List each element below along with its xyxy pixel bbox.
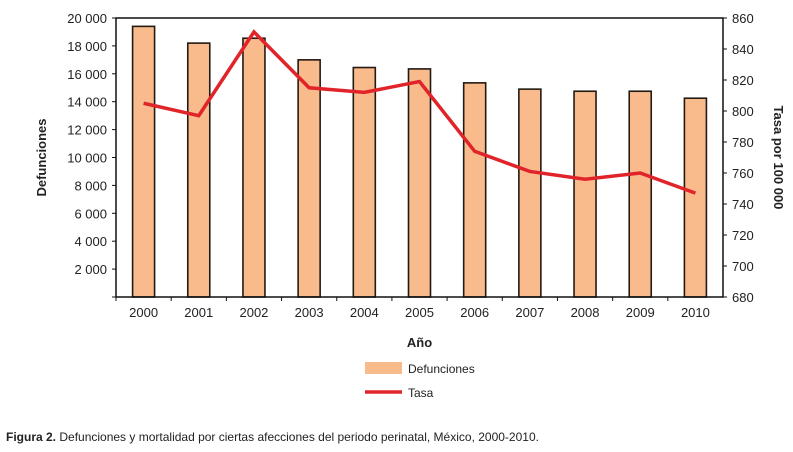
right-tick-label: 820 bbox=[732, 73, 754, 88]
bar-2008 bbox=[573, 90, 597, 298]
bar-2001 bbox=[186, 42, 211, 298]
legend-label-tasa: Tasa bbox=[408, 386, 434, 400]
right-tick-label: 860 bbox=[732, 11, 754, 26]
left-axis-title: Defunciones bbox=[34, 118, 49, 196]
figure-caption: Figura 2. Defunciones y mortalidad por c… bbox=[6, 430, 539, 444]
bar-2000 bbox=[131, 25, 156, 298]
x-tick-label: 2003 bbox=[295, 305, 324, 320]
right-tick-label: 780 bbox=[732, 135, 754, 150]
x-tick-label: 2009 bbox=[626, 305, 655, 320]
bar-2003 bbox=[297, 59, 321, 298]
left-tick-label: 16 000 bbox=[67, 67, 107, 82]
bar-2010 bbox=[683, 97, 708, 298]
bar-2006 bbox=[462, 82, 487, 298]
right-tick-label: 800 bbox=[732, 104, 754, 119]
left-tick-label: 8 000 bbox=[74, 178, 107, 193]
right-axis-title: Tasa por 100 000 bbox=[771, 106, 786, 210]
bar-2009 bbox=[628, 90, 653, 298]
right-tick-label: 700 bbox=[732, 259, 754, 274]
bar-2007 bbox=[518, 88, 542, 298]
right-tick-label: 760 bbox=[732, 166, 754, 181]
legend-label-defunciones: Defunciones bbox=[408, 362, 475, 376]
x-tick-label: 2010 bbox=[681, 305, 710, 320]
right-tick-label: 720 bbox=[732, 228, 754, 243]
x-tick-label: 2005 bbox=[405, 305, 434, 320]
x-tick-label: 2004 bbox=[350, 305, 379, 320]
x-tick-label: 2006 bbox=[460, 305, 489, 320]
x-tick-label: 2008 bbox=[571, 305, 600, 320]
left-tick-label: 12 000 bbox=[67, 123, 107, 138]
caption-text: Defunciones y mortalidad por ciertas afe… bbox=[56, 430, 539, 444]
left-tick-label: 6 000 bbox=[74, 206, 107, 221]
right-tick-label: 680 bbox=[732, 290, 754, 305]
left-tick-label: 2 000 bbox=[74, 262, 107, 277]
left-tick-label: 4 000 bbox=[74, 234, 107, 249]
bar-2005 bbox=[407, 68, 432, 298]
right-tick-label: 740 bbox=[732, 197, 754, 212]
left-tick-label: 20 000 bbox=[67, 11, 107, 26]
bar-2004 bbox=[352, 66, 377, 298]
combo-chart: 2 000 4 000 6 000 8 000 10 000 12 000 14 000 16… bbox=[34, 11, 786, 400]
bar-2002 bbox=[242, 37, 266, 298]
caption-label: Figura 2. bbox=[6, 430, 57, 444]
x-tick-label: 2007 bbox=[515, 305, 544, 320]
right-tick-label: 840 bbox=[732, 42, 754, 57]
left-tick-label: 18 000 bbox=[67, 39, 107, 54]
x-tick-label: 2002 bbox=[239, 305, 268, 320]
x-tick-label: 2000 bbox=[129, 305, 158, 320]
legend-swatch-defunciones bbox=[365, 362, 402, 374]
left-tick-label: 14 000 bbox=[67, 95, 107, 110]
x-axis-title: Año bbox=[407, 335, 432, 350]
left-tick-label: 10 000 bbox=[67, 151, 107, 166]
x-tick-label: 2001 bbox=[184, 305, 213, 320]
